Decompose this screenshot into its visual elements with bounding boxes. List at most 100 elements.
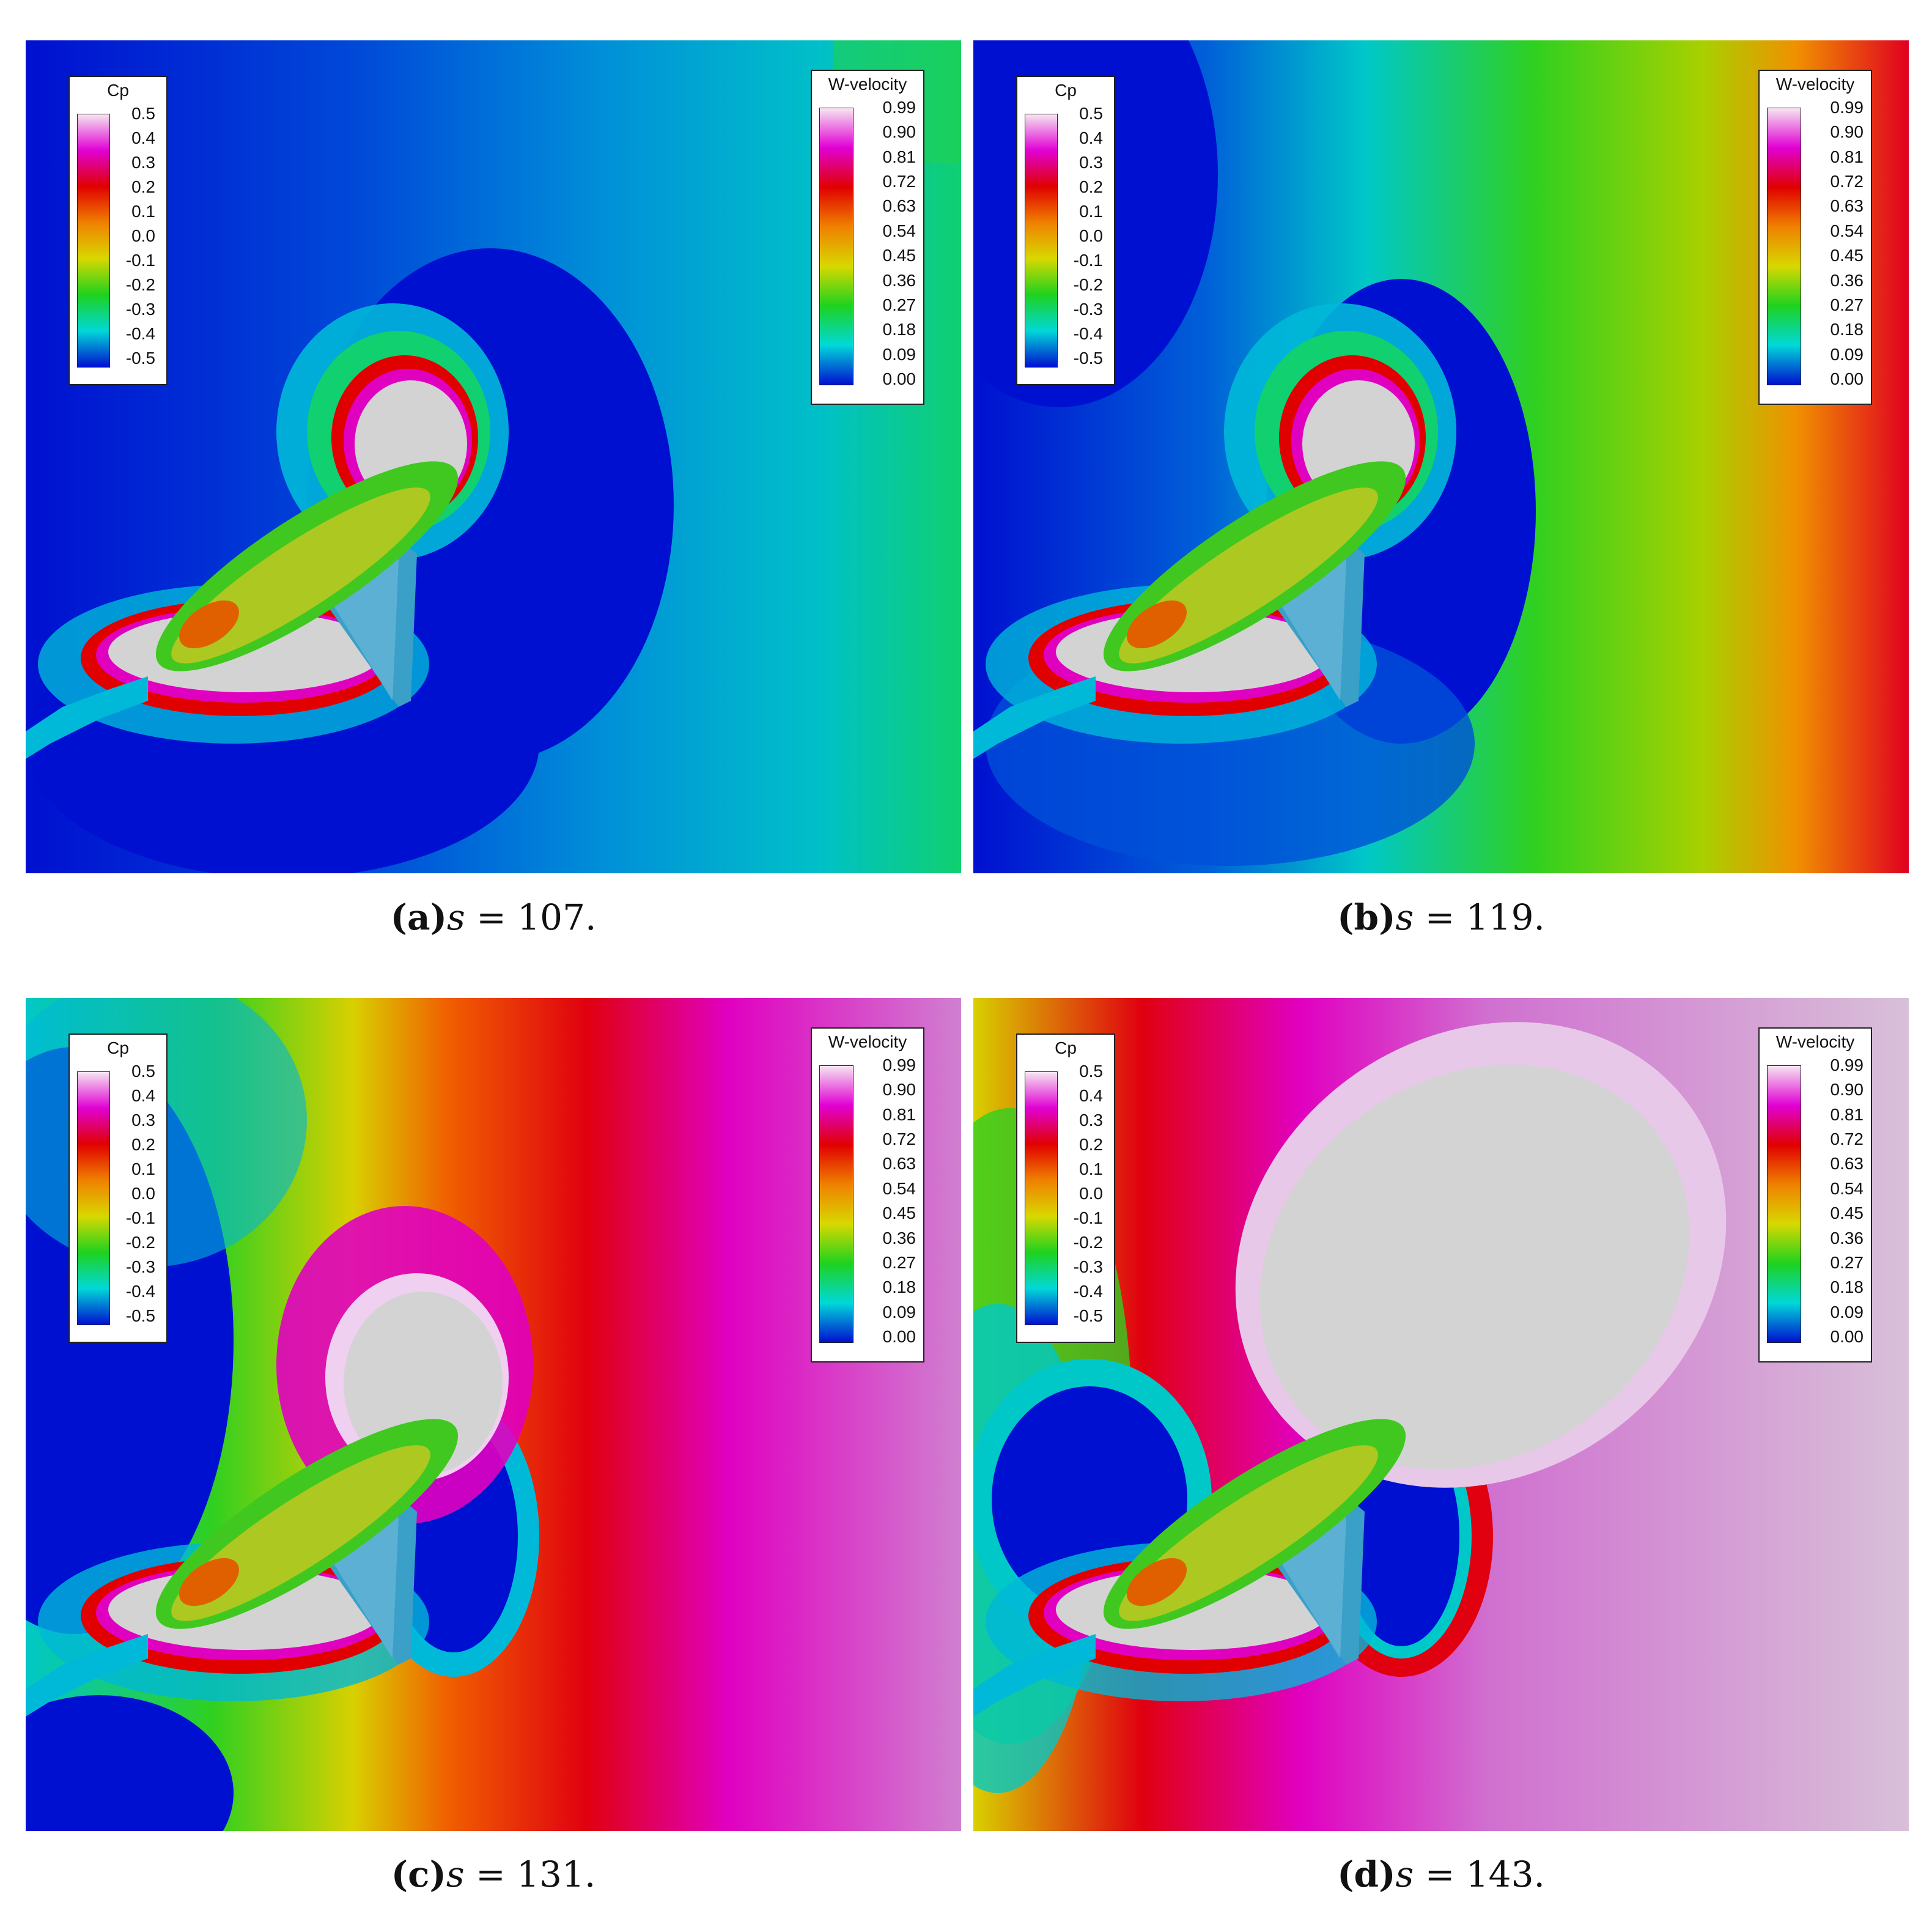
cp-legend-title: Cp [107, 81, 129, 100]
tick-label: 0.2 [1079, 1135, 1103, 1154]
cp-colorbar [1025, 114, 1058, 368]
flow-field-d [973, 998, 1909, 1831]
tick-label: -0.5 [125, 349, 155, 368]
panel-d: Cp 0.5 0.4 0.3 0.2 0.1 0.0 -0.1 -0.2 -0.3 -0.4 -0.… [973, 998, 1909, 1831]
tick-label: -0.5 [1073, 349, 1103, 368]
tick-label: -0.3 [125, 300, 155, 319]
tick-label: 0.2 [131, 1135, 155, 1154]
tick-label: 0.36 [882, 1228, 916, 1248]
tick-label: 0.81 [1830, 1104, 1864, 1124]
tick-label: -0.2 [1073, 1233, 1103, 1252]
w-velocity-legend: W-velocity 0.99 0.90 0.81 0.72 0.63 0.54 0.45 0… [811, 70, 924, 405]
w-velocity-legend: W-velocity 0.99 0.90 0.81 0.72 0.63 0.54 0.45 0… [811, 1027, 924, 1363]
tick-label: -0.1 [1073, 1208, 1103, 1227]
tick-label: 0.99 [882, 98, 916, 117]
cp-legend: Cp 0.5 0.4 0.3 0.2 0.1 0.0 -0.1 -0.2 -0.3 -0.4 -0.… [1016, 1033, 1115, 1343]
caption-a: (a)s = 107. [26, 896, 961, 939]
tick-label: 0.09 [1830, 1302, 1864, 1322]
tick-label: 0.5 [1079, 104, 1103, 123]
tick-label: -0.5 [1073, 1306, 1103, 1325]
w-velocity-legend-title: W-velocity [828, 75, 907, 94]
tick-label: 0.1 [1079, 1159, 1103, 1178]
tick-label: -0.2 [125, 275, 155, 294]
tick-label: 0.09 [1830, 344, 1864, 364]
tick-label: -0.2 [125, 1233, 155, 1252]
cp-colorbar [1025, 1071, 1058, 1325]
cp-legend-title: Cp [1055, 1038, 1077, 1057]
w-velocity-colorbar [1767, 108, 1801, 385]
caption-b-eq: = 119. [1414, 897, 1545, 938]
cp-legend-title: Cp [1055, 81, 1077, 100]
cp-colorbar [77, 114, 110, 368]
tick-label: 0.1 [131, 202, 155, 221]
caption-a-label: (a) [390, 897, 448, 938]
tick-label: -0.4 [125, 324, 155, 343]
panel-a: Cp 0.5 0.4 0.3 0.2 0.1 0.0 -0.1 -0.2 -0.3 -0.4 -0.… [26, 40, 961, 873]
w-velocity-legend: W-velocity 0.99 0.90 0.81 0.72 0.63 0.54 0.45 0… [1758, 70, 1872, 405]
tick-label: 0.3 [1079, 153, 1103, 172]
tick-label: 0.45 [1830, 1204, 1864, 1223]
cp-legend: Cp 0.5 0.4 0.3 0.2 0.1 0.0 -0.1 -0.2 -0.3 -0.4 -0.… [1016, 76, 1115, 385]
caption-d-label: (d) [1337, 1854, 1396, 1895]
w-velocity-legend-title: W-velocity [828, 1032, 907, 1051]
tick-label: 0.90 [882, 1080, 916, 1100]
tick-label: 0.0 [131, 1184, 155, 1203]
tick-label: 0.27 [882, 295, 916, 314]
cp-legend-title: Cp [107, 1038, 129, 1057]
caption-a-var: s [447, 897, 465, 938]
tick-label: -0.3 [125, 1257, 155, 1276]
w-velocity-legend-title: W-velocity [1775, 75, 1855, 94]
tick-label: 0.00 [882, 369, 916, 388]
tick-label: 0.0 [1079, 226, 1103, 245]
w-velocity-colorbar [1767, 1065, 1801, 1343]
tick-label: 0.54 [882, 1178, 916, 1198]
tick-label: 0.00 [1830, 369, 1864, 388]
tick-label: -0.3 [1073, 300, 1103, 319]
tick-label: -0.1 [125, 1208, 155, 1227]
tick-label: 0.18 [1830, 320, 1864, 339]
caption-c: (c)s = 131. [26, 1853, 961, 1896]
caption-b-label: (b) [1337, 897, 1396, 938]
tick-label: 0.4 [131, 1086, 155, 1105]
tick-label: 0.90 [1830, 1080, 1864, 1100]
tick-label: 0.0 [1079, 1184, 1103, 1203]
tick-label: 0.63 [882, 1154, 916, 1174]
caption-c-label: (c) [391, 1854, 446, 1895]
tick-label: -0.4 [1073, 1282, 1103, 1301]
tick-label: 0.3 [131, 1111, 155, 1130]
tick-label: 0.45 [882, 1204, 916, 1223]
tick-label: -0.1 [1073, 251, 1103, 270]
tick-label: 0.54 [1830, 221, 1864, 240]
tick-label: 0.09 [882, 344, 916, 364]
tick-label: 0.00 [882, 1327, 916, 1346]
caption-d: (d)s = 143. [973, 1853, 1909, 1896]
tick-label: 0.09 [882, 1302, 916, 1322]
tick-label: 0.36 [1830, 1228, 1864, 1248]
tick-label: 0.45 [1830, 246, 1864, 265]
panel-b: Cp 0.5 0.4 0.3 0.2 0.1 0.0 -0.1 -0.2 -0.3 -0.4 -0.… [973, 40, 1909, 873]
tick-label: 0.27 [1830, 295, 1864, 314]
tick-label: 0.5 [1079, 1062, 1103, 1081]
tick-label: 0.99 [1830, 1056, 1864, 1074]
w-velocity-legend-title: W-velocity [1775, 1032, 1855, 1051]
cp-legend: Cp 0.5 0.4 0.3 0.2 0.1 0.0 -0.1 -0.2 -0.3 -0.4 -0.… [68, 76, 168, 385]
caption-b: (b)s = 119. [973, 896, 1909, 939]
flow-field-a [26, 40, 961, 873]
tick-label: 0.2 [1079, 177, 1103, 196]
tick-label: 0.27 [1830, 1252, 1864, 1272]
tick-label: 0.4 [131, 128, 155, 147]
tick-label: 0.3 [1079, 1111, 1103, 1130]
tick-label: 0.18 [882, 1277, 916, 1297]
tick-label: 0.54 [1830, 1178, 1864, 1198]
tick-label: 0.90 [1830, 122, 1864, 142]
tick-label: 0.4 [1079, 1086, 1103, 1105]
tick-label: 0.99 [882, 1056, 916, 1074]
tick-label: 0.36 [882, 270, 916, 290]
tick-label: 0.0 [131, 226, 155, 245]
panel-c: Cp 0.5 0.4 0.3 0.2 0.1 0.0 -0.1 -0.2 -0.3 -0.4 -0.… [26, 998, 961, 1831]
w-velocity-legend: W-velocity 0.99 0.90 0.81 0.72 0.63 0.54 0.45 0… [1758, 1027, 1872, 1363]
tick-label: 0.63 [1830, 1154, 1864, 1174]
tick-label: 0.54 [882, 221, 916, 240]
tick-label: -0.4 [1073, 324, 1103, 343]
w-velocity-colorbar [819, 1065, 854, 1343]
